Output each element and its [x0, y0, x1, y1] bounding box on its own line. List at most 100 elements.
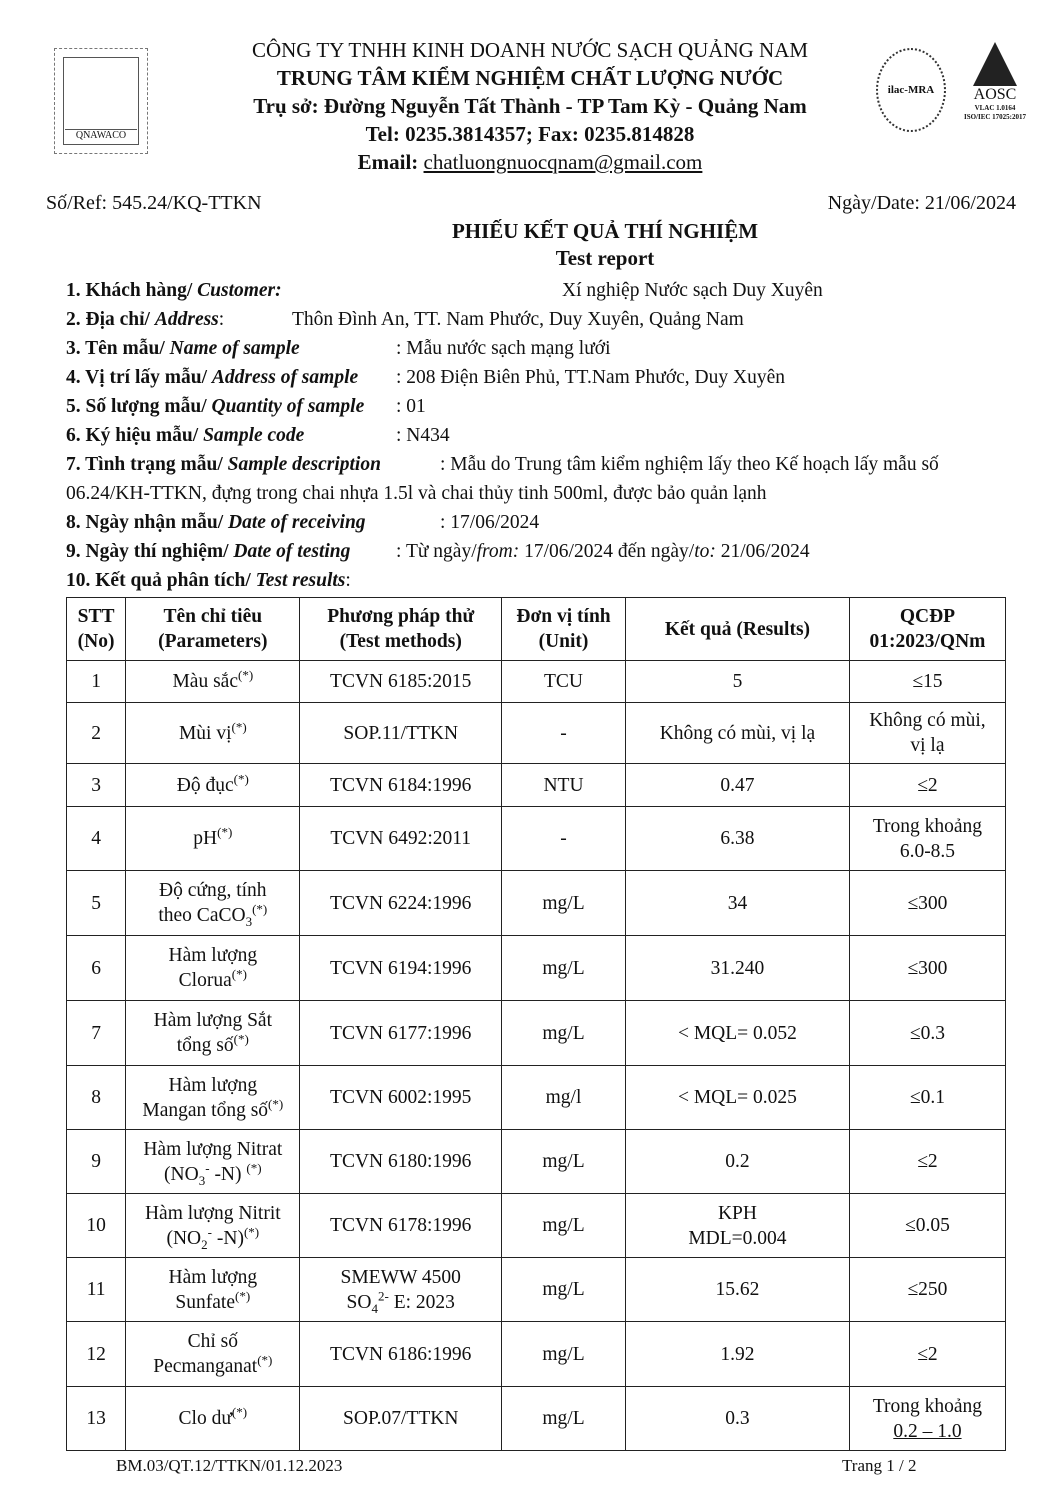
parameter-sup: (*)	[233, 1031, 249, 1047]
cell-parameter: Hàm lượng Nitrat (NO3- -N) (*)	[125, 1129, 301, 1194]
info-row: 1. Khách hàng/ Customer: Xí nghiệp Nước s…	[66, 276, 1006, 305]
info-separator: :	[218, 309, 225, 330]
result-line: 1.92	[720, 1343, 755, 1365]
cell-parameter: Độ cứng, tính theo CaCO3(*)	[125, 870, 301, 936]
parameter-sup: (*)	[231, 1404, 248, 1420]
cell-limit: ≤2	[848, 1321, 1007, 1387]
page-number: Trang 1 / 2	[842, 1456, 917, 1475]
report-title: PHIẾU KẾT QUẢ THÍ NGHIỆM Test report	[0, 218, 1058, 272]
cell-unit: NTU	[501, 763, 627, 807]
cell-no: 1	[65, 660, 127, 703]
cell-unit: mg/L	[501, 870, 627, 936]
column-header: Phương pháp thử (Test methods)	[299, 597, 503, 661]
cell-method: SOP.07/TTKN	[299, 1386, 503, 1451]
header-line: Tên chỉ tiêu	[163, 606, 263, 627]
info-value-text: : 208 Điện Biên Phủ, TT.Nam Phước, Duy X…	[396, 367, 786, 388]
result-line: < MQL= 0.052	[677, 1022, 797, 1044]
method-text: TCVN 6177:1996	[330, 1022, 472, 1044]
company-email-line: Email: chatluongnuocqnam@gmail.com	[170, 148, 890, 176]
form-code: BM.03/QT.12/TTKN/01.12.2023	[116, 1456, 343, 1475]
table-row: 11 Hàm lượng Sunfate(*) SMEWW 4500 SO42- E: …	[65, 1257, 1007, 1322]
result-line: 0.3	[725, 1408, 750, 1429]
cell-method: TCVN 6178:1996	[299, 1193, 503, 1258]
method-text: TCVN 6194:1996	[330, 957, 472, 979]
info-row: 2. Địa chỉ/ Address: Thôn Đình An, TT. Na…	[66, 305, 1006, 334]
limit-line: ≤2	[917, 1343, 938, 1365]
cell-limit: ≤2	[848, 1129, 1007, 1194]
info-row: 06.24/KH-TTKN, đựng trong chai nhựa 1.5l…	[66, 479, 1006, 508]
cell-unit: mg/L	[501, 1000, 627, 1066]
cell-unit: mg/L	[501, 1257, 627, 1322]
cell-method: TCVN 6180:1996	[299, 1129, 503, 1194]
info-value: Thôn Đình An, TT. Nam Phước, Duy Xuyên, …	[292, 305, 744, 334]
info-label: 1. Khách hàng/	[66, 280, 198, 301]
aosc-vlac: VLAC 1.0164	[974, 104, 1016, 112]
info-value-text: : 01	[396, 396, 426, 417]
result-line: 15.62	[715, 1279, 760, 1300]
logo-text: QNAWACO	[65, 129, 137, 141]
email-link[interactable]: chatluongnuocqnam@gmail.com	[423, 150, 703, 174]
parameter-text: Hàm lượng Nitrat	[143, 1138, 283, 1160]
email-label: Email:	[357, 150, 424, 174]
cell-result: 5	[625, 660, 850, 703]
cell-result: 0.47	[625, 763, 850, 807]
info-label: 9. Ngày thí nghiệm/	[66, 541, 234, 562]
sample-info: 1. Khách hàng/ Customer: Xí nghiệp Nước s…	[66, 276, 1006, 595]
cell-unit: -	[501, 702, 627, 764]
table-row: 9 Hàm lượng Nitrat (NO3- -N) (*) TCVN 6180:…	[65, 1129, 1007, 1194]
aosc-logo: AOSC VLAC 1.0164 ISO/IEC 17025:2017	[952, 42, 1038, 132]
title-en: Test report	[555, 246, 655, 270]
result-line: Không có mùi, vị lạ	[659, 722, 816, 744]
table-row: 1 Màu sắc(*) TCVN 6185:2015 TCU 5 ≤15	[65, 660, 1007, 703]
cell-unit: -	[501, 806, 627, 871]
parameter-sup: (*)	[235, 1288, 251, 1303]
header-line: QCĐP	[899, 606, 956, 627]
cell-no: 11	[65, 1257, 127, 1322]
method-text: TCVN 6186:1996	[330, 1343, 472, 1365]
cell-unit: mg/L	[501, 935, 627, 1001]
info-label-en: Sample code	[203, 425, 305, 446]
parameter-text: Mangan tổng số	[142, 1099, 269, 1121]
cell-result: 34	[625, 870, 850, 936]
info-label-en: Name of sample	[169, 338, 300, 359]
header-line: Đơn vị tính	[516, 606, 611, 627]
cell-result: 0.3	[625, 1386, 850, 1451]
parameter-text: -N)	[209, 1163, 247, 1185]
cell-method: SMEWW 4500 SO42- E: 2023	[299, 1257, 503, 1322]
info-row: 7. Tình trạng mẫu/ Sample description: M…	[66, 450, 1006, 479]
parameter-text: (NO	[164, 1163, 199, 1185]
to-label: to:	[694, 541, 716, 562]
limit-line: ≤2	[917, 774, 938, 796]
parameter-sup: (*)	[246, 1160, 262, 1175]
parameter-text: Clo dư	[178, 1408, 232, 1429]
info-label: 4. Vị trí lấy mẫu/	[66, 367, 212, 388]
result-line: 0.47	[720, 774, 755, 796]
parameter-sub: 3	[245, 913, 253, 929]
limit-line: Trong khoảng	[872, 815, 983, 837]
method-sup: 2-	[377, 1288, 389, 1303]
cell-limit: ≤0.1	[848, 1065, 1007, 1130]
cell-unit: mg/L	[501, 1129, 627, 1194]
cell-method: SOP.11/TTKN	[299, 702, 503, 764]
cell-result: < MQL= 0.025	[625, 1065, 850, 1130]
cell-limit: ≤250	[848, 1257, 1007, 1322]
results-table: STT (No) Tên chỉ tiêu (Parameters) Phương ph…	[65, 597, 1007, 1451]
limit-line: vị lạ	[910, 735, 945, 756]
parameter-sup: -	[205, 1160, 210, 1175]
limit-line: Trong khoảng	[872, 1395, 983, 1417]
parameter-sup: (*)	[231, 966, 247, 982]
to-date: 21/06/2024	[715, 541, 810, 562]
parameter-text: Hàm lượng Nitrit	[144, 1202, 281, 1224]
cell-no: 6	[65, 935, 127, 1001]
cell-parameter: Hàm lượng Sắt tổng số(*)	[125, 1000, 301, 1066]
cell-parameter: Độ đục(*)	[125, 763, 301, 807]
parameter-sup: (*)	[243, 1224, 260, 1239]
parameter-sup: (*)	[252, 901, 268, 917]
parameter-text: Chỉ số	[187, 1331, 238, 1352]
column-header: Đơn vị tính (Unit)	[501, 597, 627, 661]
result-line: 6.38	[720, 828, 755, 849]
ilac-mra-seal: ilac-MRA	[876, 48, 946, 132]
table-row: 10 Hàm lượng Nitrit (NO2- -N)(*) TCVN 6178:…	[65, 1193, 1007, 1258]
result-line: MDL=0.004	[688, 1227, 787, 1249]
method-text: SOP.11/TTKN	[343, 722, 459, 744]
